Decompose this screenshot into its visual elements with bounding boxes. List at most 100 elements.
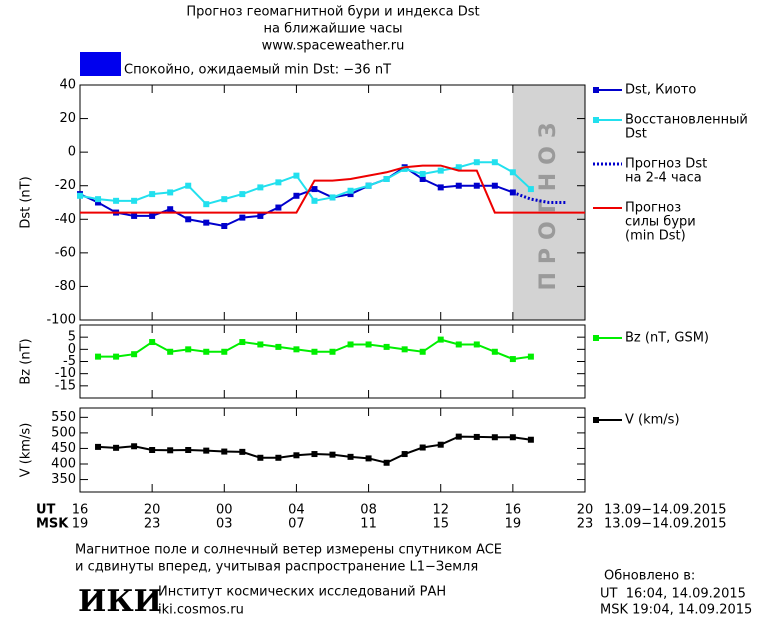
- marker: [203, 447, 210, 454]
- marker: [419, 176, 426, 182]
- site: iki.cosmos.ru: [158, 603, 244, 618]
- marker: [185, 216, 192, 223]
- marker: [365, 182, 372, 189]
- marker: [437, 441, 444, 448]
- marker: [95, 353, 102, 360]
- marker: [131, 443, 138, 450]
- legend-marker: [593, 417, 599, 423]
- x-tick-label: 20: [144, 503, 161, 518]
- marker: [167, 206, 174, 213]
- marker: [131, 197, 138, 204]
- updated: UT 16:04, 14.09.2015: [600, 587, 746, 602]
- y-tick-label: 500: [51, 425, 76, 440]
- marker: [365, 455, 372, 462]
- marker: [113, 197, 120, 204]
- marker: [329, 348, 336, 355]
- marker: [221, 348, 228, 355]
- legend-label: на 2-4 часа: [625, 171, 702, 186]
- legend-label: Прогноз: [625, 201, 681, 216]
- marker: [329, 451, 336, 458]
- marker: [455, 341, 462, 348]
- date-range: 13.09−14.09.2015: [604, 503, 727, 518]
- x-tick-label: 23: [144, 517, 161, 532]
- marker: [149, 339, 156, 346]
- y-tick-label: 20: [59, 111, 76, 126]
- marker: [185, 447, 192, 453]
- y-axis-label: V (km/s): [19, 423, 34, 478]
- x-tick-label: 16: [72, 503, 89, 518]
- x-tick-label: 23: [577, 517, 594, 532]
- marker: [509, 356, 516, 363]
- marker: [257, 454, 264, 461]
- x-tick-label: 16: [505, 503, 522, 518]
- marker: [311, 451, 318, 458]
- marker: [383, 459, 390, 466]
- marker: [275, 454, 282, 461]
- series-line: [97, 435, 532, 464]
- marker: [77, 192, 83, 199]
- updated-title: Обновлено в:: [604, 569, 695, 584]
- marker: [311, 186, 318, 193]
- marker: [491, 159, 498, 166]
- x-tick-label: 15: [432, 517, 449, 532]
- marker: [311, 348, 318, 355]
- marker: [239, 448, 246, 455]
- y-tick-label: -100: [46, 313, 76, 328]
- legend-label: Bz (nT, GSM): [625, 331, 709, 346]
- y-tick-label: -60: [55, 245, 76, 260]
- y-tick-label: 450: [51, 441, 76, 456]
- marker: [275, 343, 282, 350]
- series-line: [79, 161, 532, 206]
- marker: [401, 346, 408, 353]
- y-axis-label: Bz (nT): [19, 338, 34, 384]
- marker: [293, 346, 300, 353]
- marker: [275, 179, 282, 186]
- y-tick-label: 0: [68, 145, 76, 160]
- y-tick-label: 550: [51, 410, 76, 425]
- legend-marker: [593, 335, 599, 341]
- marker: [311, 197, 318, 204]
- status: Спокойно, ожидаемый min Dst: −36 nT: [124, 63, 391, 78]
- marker: [257, 341, 264, 348]
- legend-marker: [593, 87, 599, 93]
- note: и сдвинуты вперед, учитывая распростране…: [75, 560, 478, 575]
- legend-label: V (km/s): [625, 413, 680, 428]
- series-line: [80, 164, 585, 214]
- title: Прогноз геомагнитной бури и индекса Dst: [186, 5, 479, 20]
- y-axis-label: Dst (nT): [19, 176, 34, 228]
- plot-frame: [79, 324, 586, 399]
- legend-marker: [593, 117, 599, 123]
- marker: [95, 199, 102, 206]
- marker: [527, 186, 534, 193]
- y-tick-label: -10: [55, 366, 76, 381]
- x-row-label: UT: [36, 503, 56, 518]
- y-tick-label: -40: [55, 212, 76, 227]
- status-swatch: [80, 52, 121, 76]
- marker: [527, 436, 534, 443]
- marker: [293, 192, 300, 199]
- marker: [167, 189, 174, 196]
- marker: [203, 201, 210, 208]
- marker: [131, 351, 138, 358]
- marker: [221, 223, 228, 229]
- institute: Институт космических исследований РАН: [158, 585, 446, 600]
- marker: [347, 453, 354, 460]
- x-row-label: MSK: [36, 517, 69, 532]
- marker: [383, 176, 390, 182]
- marker: [221, 196, 228, 203]
- marker: [203, 219, 210, 226]
- x-tick-label: 07: [288, 517, 305, 532]
- x-tick-label: 11: [360, 517, 377, 532]
- note: Магнитное поле и солнечный ветер измерен…: [75, 543, 502, 558]
- y-tick-label: 40: [59, 78, 76, 93]
- marker: [293, 172, 300, 179]
- marker: [473, 159, 480, 166]
- marker: [419, 170, 426, 177]
- marker: [203, 348, 210, 355]
- marker: [257, 184, 264, 191]
- marker: [437, 167, 444, 174]
- marker: [509, 434, 516, 441]
- marker: [401, 165, 408, 172]
- marker: [239, 339, 246, 346]
- marker: [455, 433, 462, 440]
